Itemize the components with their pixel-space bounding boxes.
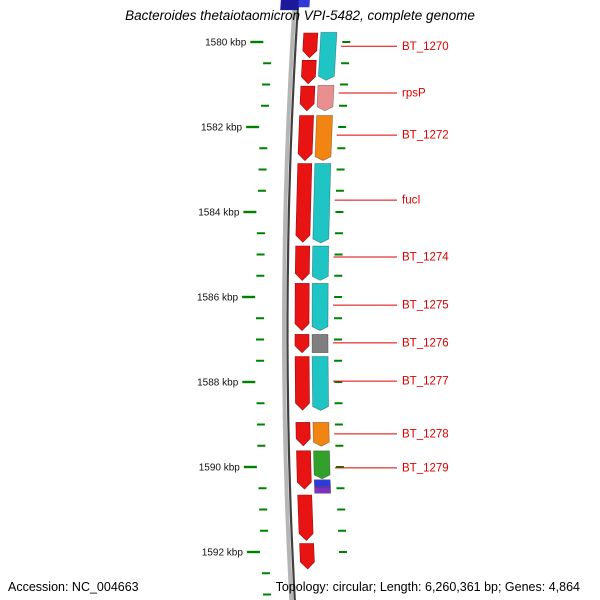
gene-label[interactable]: BT_1277 (402, 376, 449, 388)
gene-label[interactable]: BT_1276 (402, 337, 449, 349)
gene-label[interactable]: rpsP (402, 88, 426, 100)
gene-label[interactable]: BT_1278 (402, 428, 449, 440)
cds-arrow[interactable] (299, 85, 316, 112)
gene-block-BT_1274[interactable] (311, 245, 330, 281)
cds-arrow[interactable] (299, 543, 315, 570)
status-bar: Accession: NC_004663 Topology: circular;… (0, 580, 600, 594)
gene-label[interactable]: BT_1274 (402, 252, 449, 264)
status-topology: Topology: circular; Length: 6,260,361 bp… (275, 580, 580, 594)
gene-block-BT_1278[interactable] (312, 422, 330, 447)
cds-arrow[interactable] (295, 422, 311, 447)
gene-label[interactable]: BT_1270 (402, 41, 449, 53)
gene-block-BT_1275[interactable] (311, 283, 329, 331)
cds-arrow[interactable] (294, 283, 310, 332)
scale-label: 1582 kbp (201, 123, 243, 134)
cds-arrow[interactable] (294, 245, 311, 281)
gene-block-BT_1279[interactable] (313, 450, 331, 480)
backbone-outer-line (282, 0, 297, 600)
genome-title: Bacteroides thetaiotaomicron VPI-5482, c… (125, 8, 475, 23)
feature-block (298, 0, 310, 8)
cds-arrow[interactable] (297, 494, 314, 541)
cds-arrow[interactable] (294, 334, 310, 354)
gene-block[interactable] (314, 486, 332, 494)
gene-block-BT_1270[interactable] (318, 31, 338, 81)
gene-block-BT_1272[interactable] (314, 115, 333, 161)
scale-label: 1586 kbp (197, 293, 239, 304)
gene-label[interactable]: BT_1272 (402, 130, 449, 142)
gene-label[interactable]: BT_1275 (402, 300, 449, 312)
cds-arrow[interactable] (295, 163, 313, 243)
gene-block-rpsP[interactable] (316, 84, 335, 112)
gene-block-BT_1276[interactable] (311, 334, 329, 354)
scale-label: 1588 kbp (197, 378, 239, 389)
scale-label: 1590 kbp (199, 463, 241, 474)
scale-label: 1592 kbp (202, 548, 244, 559)
feature-block (280, 0, 299, 11)
gene-block-fucI[interactable] (312, 163, 332, 244)
gene-label[interactable]: fucI (402, 195, 421, 207)
scale-label: 1580 kbp (205, 38, 247, 49)
cds-arrow[interactable] (297, 115, 314, 162)
scale-label: 1584 kbp (198, 208, 240, 219)
gene-label[interactable]: BT_1279 (402, 462, 449, 474)
cds-arrow[interactable] (294, 356, 310, 411)
backbone-line (286, 0, 300, 600)
status-accession: Accession: NC_004663 (8, 580, 139, 594)
gene-block[interactable] (313, 479, 331, 487)
cds-arrow[interactable] (301, 59, 317, 85)
cds-arrow[interactable] (296, 450, 312, 490)
cds-arrow[interactable] (302, 32, 319, 59)
gene-block-BT_1277[interactable] (311, 356, 329, 411)
